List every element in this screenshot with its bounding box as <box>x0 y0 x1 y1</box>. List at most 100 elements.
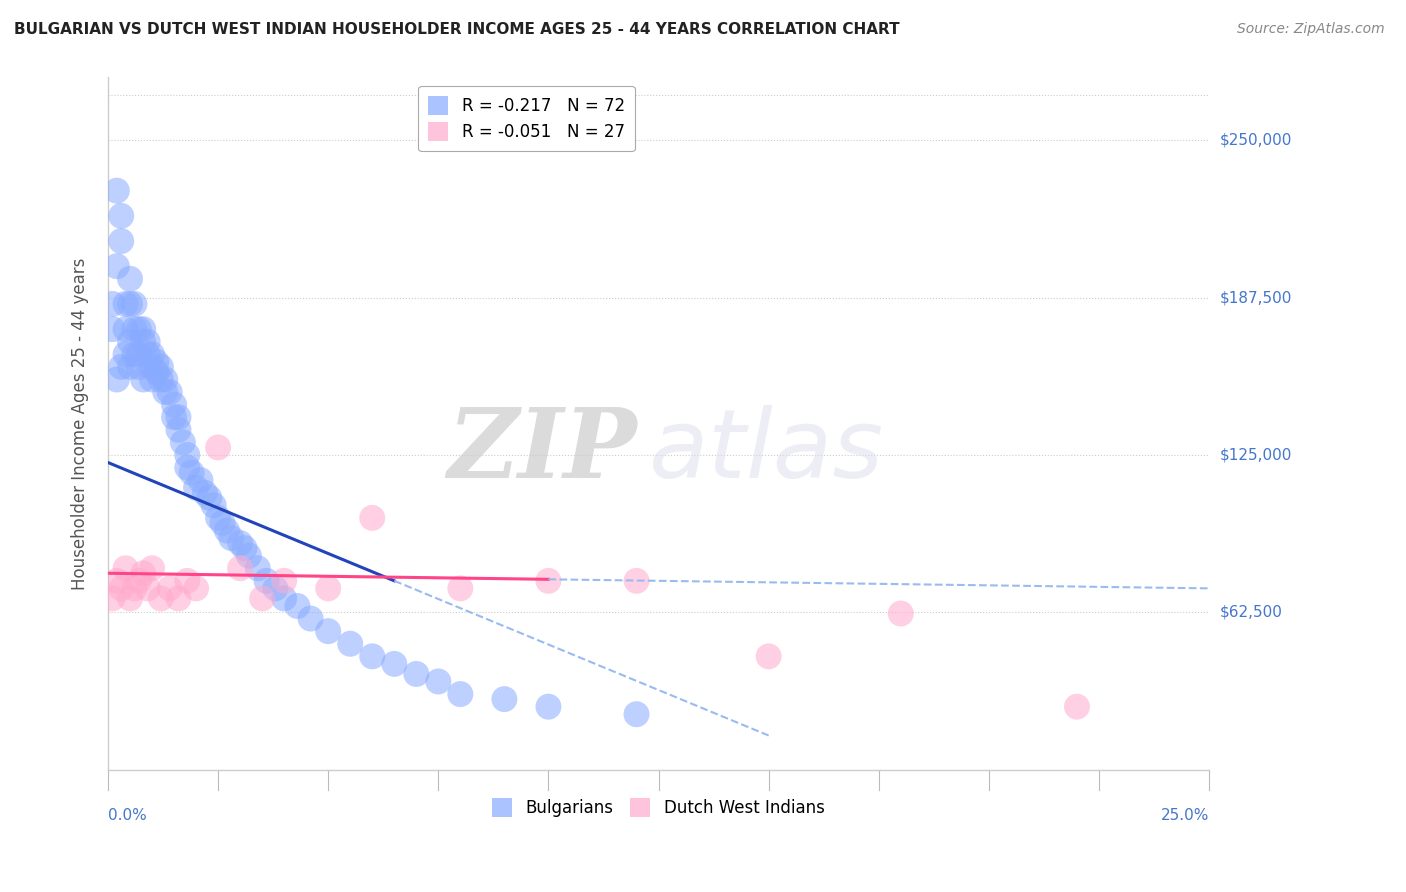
Point <box>184 582 207 596</box>
Point <box>124 297 146 311</box>
Y-axis label: Householder Income Ages 25 - 44 years: Householder Income Ages 25 - 44 years <box>72 257 89 590</box>
Point <box>114 322 136 336</box>
Point <box>118 359 141 374</box>
Point <box>136 582 159 596</box>
Point <box>194 485 217 500</box>
Point <box>250 591 273 606</box>
Point <box>339 637 361 651</box>
Point <box>141 561 163 575</box>
Point <box>110 582 132 596</box>
Point <box>233 541 256 555</box>
Point <box>246 561 269 575</box>
Point <box>626 707 648 722</box>
Point <box>145 365 167 379</box>
Point <box>149 372 172 386</box>
Point <box>101 322 124 336</box>
Point <box>132 334 155 349</box>
Point <box>149 591 172 606</box>
Point <box>141 359 163 374</box>
Point <box>141 347 163 361</box>
Point <box>184 481 207 495</box>
Point <box>118 272 141 286</box>
Point <box>128 322 150 336</box>
Point <box>176 574 198 588</box>
Point <box>159 582 181 596</box>
Point <box>758 649 780 664</box>
Point <box>361 511 384 525</box>
Point <box>124 582 146 596</box>
Text: 0.0%: 0.0% <box>108 808 146 823</box>
Point <box>105 259 128 273</box>
Point <box>890 607 912 621</box>
Point <box>155 385 177 400</box>
Point <box>110 359 132 374</box>
Point <box>110 234 132 248</box>
Point <box>316 624 339 639</box>
Text: atlas: atlas <box>648 405 883 498</box>
Point <box>132 372 155 386</box>
Point <box>172 435 194 450</box>
Point <box>118 334 141 349</box>
Point <box>494 692 516 706</box>
Point <box>114 297 136 311</box>
Point <box>221 531 243 545</box>
Point <box>105 574 128 588</box>
Point <box>145 355 167 369</box>
Point <box>449 687 471 701</box>
Point <box>180 466 202 480</box>
Point <box>405 667 427 681</box>
Point <box>124 322 146 336</box>
Text: Source: ZipAtlas.com: Source: ZipAtlas.com <box>1237 22 1385 37</box>
Text: $187,500: $187,500 <box>1220 290 1292 305</box>
Point <box>149 359 172 374</box>
Point <box>537 574 560 588</box>
Point <box>167 591 190 606</box>
Point <box>202 498 225 512</box>
Point <box>124 347 146 361</box>
Point <box>229 561 252 575</box>
Point <box>382 657 405 671</box>
Point <box>287 599 309 613</box>
Point <box>273 591 295 606</box>
Text: 25.0%: 25.0% <box>1161 808 1209 823</box>
Point <box>118 297 141 311</box>
Point <box>136 347 159 361</box>
Point <box>626 574 648 588</box>
Point <box>167 410 190 425</box>
Point <box>537 699 560 714</box>
Point <box>128 574 150 588</box>
Point <box>299 611 322 625</box>
Point <box>264 582 287 596</box>
Point <box>190 473 212 487</box>
Point <box>132 322 155 336</box>
Point <box>132 566 155 581</box>
Point <box>229 536 252 550</box>
Point <box>128 347 150 361</box>
Point <box>163 410 186 425</box>
Point <box>198 491 221 505</box>
Point <box>101 297 124 311</box>
Point <box>110 209 132 223</box>
Text: $125,000: $125,000 <box>1220 448 1292 462</box>
Point <box>105 184 128 198</box>
Point <box>361 649 384 664</box>
Text: $62,500: $62,500 <box>1220 605 1284 620</box>
Point <box>1066 699 1088 714</box>
Point <box>141 372 163 386</box>
Point <box>238 549 260 563</box>
Point <box>136 334 159 349</box>
Text: ZIP: ZIP <box>447 404 637 499</box>
Legend: Bulgarians, Dutch West Indians: Bulgarians, Dutch West Indians <box>485 791 831 823</box>
Point <box>273 574 295 588</box>
Point <box>155 372 177 386</box>
Point <box>105 372 128 386</box>
Point <box>427 674 450 689</box>
Point <box>128 359 150 374</box>
Point <box>215 524 238 538</box>
Point <box>163 398 186 412</box>
Point <box>118 591 141 606</box>
Point <box>176 448 198 462</box>
Point <box>114 347 136 361</box>
Point <box>211 516 233 530</box>
Point <box>101 591 124 606</box>
